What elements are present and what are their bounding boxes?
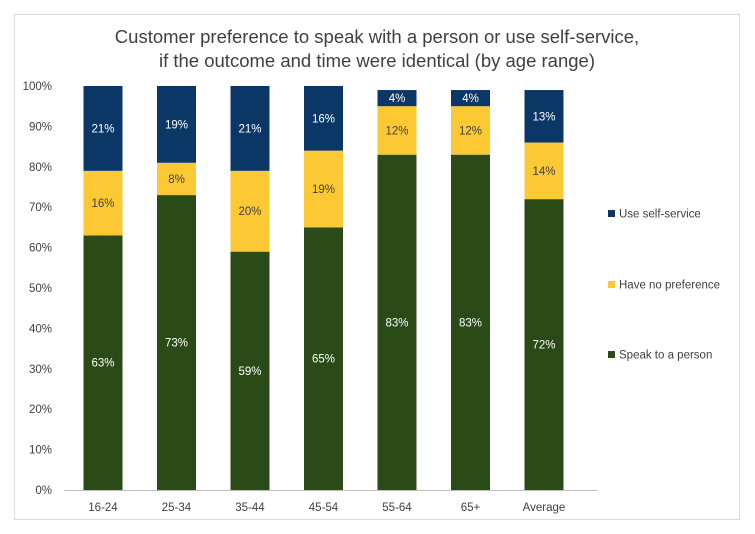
legend-swatch xyxy=(608,281,615,288)
bar-segment xyxy=(157,195,196,490)
bar-segment xyxy=(304,150,343,228)
y-tick-label: 70% xyxy=(29,202,52,214)
x-tick-label: 25-34 xyxy=(162,502,192,514)
x-axis: 16-24 25-34 35-44 45-54 55-64 65+ Average xyxy=(88,502,565,514)
legend: Use self-service Have no preference Speak … xyxy=(608,209,720,362)
data-label: 14% xyxy=(532,166,555,178)
data-label: 59% xyxy=(238,366,261,378)
legend-swatch xyxy=(608,351,615,358)
bar-segment xyxy=(524,90,564,143)
data-label: 13% xyxy=(532,111,555,123)
data-label: 19% xyxy=(165,119,188,131)
legend-label: Have no preference xyxy=(619,280,720,292)
bar-segment xyxy=(157,162,196,196)
y-tick-label: 80% xyxy=(29,162,52,174)
bar-segment xyxy=(230,251,270,490)
bar-segment xyxy=(83,86,123,171)
data-label: 19% xyxy=(312,184,335,196)
bar-segment xyxy=(83,235,123,490)
data-label: 72% xyxy=(532,340,555,352)
bar-segment xyxy=(377,90,417,107)
data-label: 8% xyxy=(168,174,185,186)
y-tick-label: 50% xyxy=(29,283,52,295)
data-label: 65% xyxy=(312,354,335,366)
bar-segment xyxy=(230,170,270,252)
bar-segment xyxy=(524,142,564,200)
data-label: 20% xyxy=(238,206,261,218)
bar-segment xyxy=(304,86,343,151)
x-tick-label: 55-64 xyxy=(382,502,412,514)
data-label: 63% xyxy=(91,358,114,370)
data-label: 16% xyxy=(91,198,114,210)
chart-subtitle: if the outcome and time were identical (… xyxy=(159,50,595,71)
data-label: 4% xyxy=(462,93,479,105)
bars: 63% 16% 21% 73% 8% 19% 59% 20% 21% 65% 19% 16% 83% 12… xyxy=(83,86,564,490)
bar-segment xyxy=(157,86,196,163)
legend-swatch xyxy=(608,210,615,217)
y-tick-label: 40% xyxy=(29,323,52,335)
bar-segment xyxy=(304,227,343,490)
x-tick-label: 45-54 xyxy=(309,502,339,514)
y-tick-label: 10% xyxy=(29,445,52,457)
bar-segment xyxy=(451,106,490,155)
legend-label: Use self-service xyxy=(619,209,701,221)
data-label: 83% xyxy=(459,317,482,329)
data-label: 12% xyxy=(459,125,482,137)
bar-segment xyxy=(451,90,490,107)
chart-title: Customer preference to speak with a pers… xyxy=(115,26,639,47)
data-label: 21% xyxy=(91,123,114,135)
data-label: 83% xyxy=(385,317,408,329)
bar-segment xyxy=(83,170,123,236)
y-tick-label: 90% xyxy=(29,121,52,133)
data-label: 12% xyxy=(385,125,408,137)
y-tick-label: 100% xyxy=(23,81,52,93)
bar-segment xyxy=(230,86,270,171)
x-tick-label: Average xyxy=(523,502,566,514)
data-label: 73% xyxy=(165,338,188,350)
y-tick-label: 60% xyxy=(29,243,52,255)
x-tick-label: 65+ xyxy=(461,502,481,514)
bar-segment xyxy=(377,154,417,490)
x-tick-label: 16-24 xyxy=(88,502,118,514)
bar-segment xyxy=(451,154,490,490)
data-label: 4% xyxy=(389,93,406,105)
y-tick-label: 30% xyxy=(29,364,52,376)
bar-segment xyxy=(524,199,564,490)
chart-frame xyxy=(14,14,740,520)
x-tick-label: 35-44 xyxy=(235,502,265,514)
y-axis: 0% 10% 20% 30% 40% 50% 60% 70% 80% 90% 100% xyxy=(23,81,597,497)
y-tick-label: 20% xyxy=(29,404,52,416)
legend-label: Speak to a person xyxy=(619,350,712,362)
bar-segment xyxy=(377,106,417,155)
data-label: 16% xyxy=(312,113,335,125)
data-label: 21% xyxy=(238,123,261,135)
y-tick-label: 0% xyxy=(35,485,52,497)
